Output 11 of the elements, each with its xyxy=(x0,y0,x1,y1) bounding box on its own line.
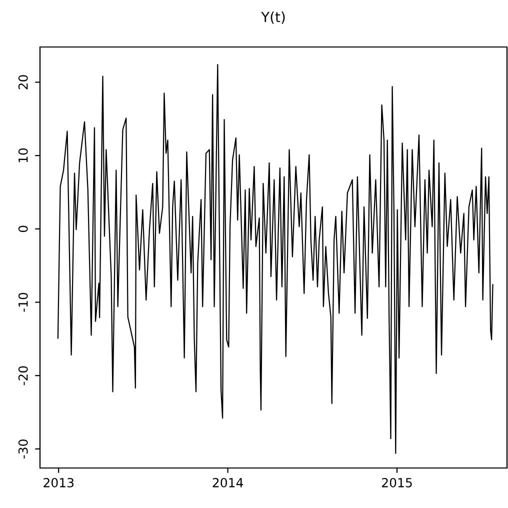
x-tick-label: 2015 xyxy=(382,478,412,488)
x-tick-label: 2014 xyxy=(212,478,244,488)
line-series xyxy=(57,64,494,454)
x-tick-label: 2013 xyxy=(44,478,74,488)
y-tick-label: 20 xyxy=(18,75,28,90)
y-tick-label: 10 xyxy=(18,148,28,162)
y-tick-label: 0 xyxy=(18,226,28,232)
chart-title: Y(t) xyxy=(261,11,285,24)
y-tick-label: -20 xyxy=(18,366,28,386)
y-tick-label: -10 xyxy=(18,292,28,312)
y-tick-label: -30 xyxy=(18,440,28,459)
